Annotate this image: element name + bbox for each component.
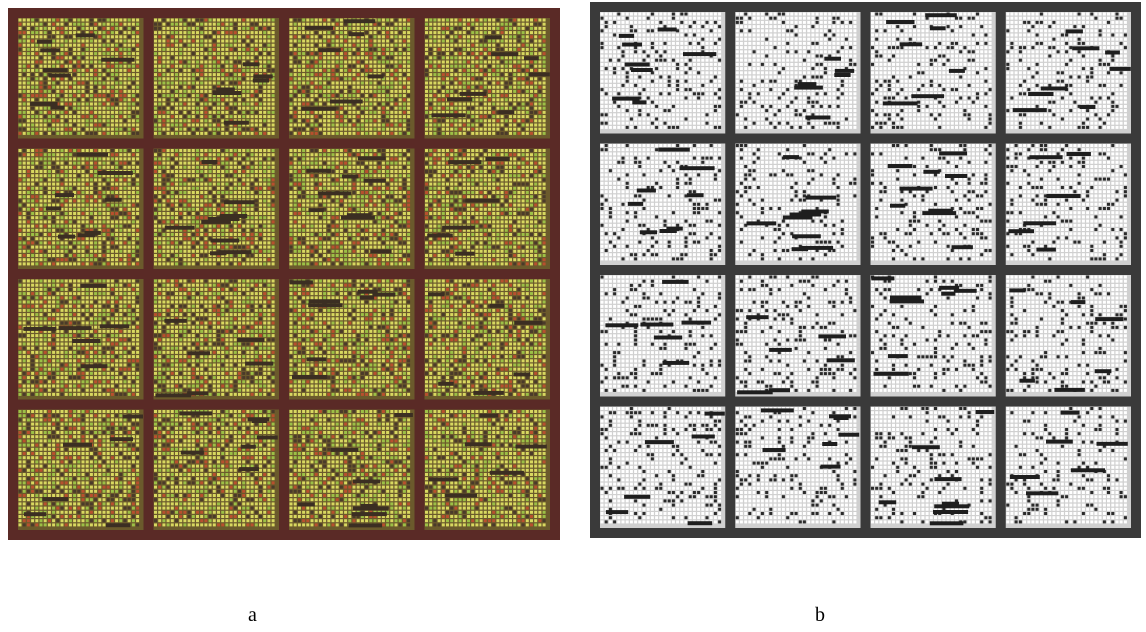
microarray-panel-a bbox=[8, 8, 560, 540]
spot-block bbox=[1005, 143, 1131, 265]
spot-block bbox=[153, 148, 279, 269]
microarray-image-binary bbox=[590, 2, 1141, 538]
spot-block bbox=[1005, 12, 1131, 134]
spot-block bbox=[424, 18, 550, 139]
spot-block bbox=[153, 409, 279, 530]
spot-block bbox=[289, 409, 415, 530]
microarray-image-color bbox=[8, 8, 560, 540]
spot-block bbox=[1005, 406, 1131, 528]
spot-block bbox=[289, 148, 415, 269]
microarray-panel-b bbox=[590, 2, 1141, 538]
spot-block bbox=[153, 279, 279, 400]
spot-block bbox=[600, 143, 726, 265]
spot-block bbox=[424, 409, 550, 530]
spot-block bbox=[153, 18, 279, 139]
spot-block bbox=[424, 279, 550, 400]
panel-label-b: b bbox=[815, 604, 825, 627]
spot-block bbox=[870, 406, 996, 528]
spot-block bbox=[735, 143, 861, 265]
spot-block bbox=[18, 409, 144, 530]
spot-block bbox=[870, 143, 996, 265]
spot-block bbox=[735, 12, 861, 134]
spot-block bbox=[735, 406, 861, 528]
spot-block bbox=[18, 279, 144, 400]
spot-block bbox=[600, 406, 726, 528]
panel-label-a: a bbox=[248, 604, 257, 627]
spot-block bbox=[18, 148, 144, 269]
spot-block bbox=[600, 12, 726, 134]
spot-block bbox=[18, 18, 144, 139]
spot-block bbox=[1005, 275, 1131, 397]
spot-block bbox=[870, 275, 996, 397]
spot-block bbox=[600, 275, 726, 397]
spot-block bbox=[870, 12, 996, 134]
spot-block bbox=[289, 18, 415, 139]
spot-block bbox=[424, 148, 550, 269]
spot-block bbox=[735, 275, 861, 397]
spot-block bbox=[289, 279, 415, 400]
